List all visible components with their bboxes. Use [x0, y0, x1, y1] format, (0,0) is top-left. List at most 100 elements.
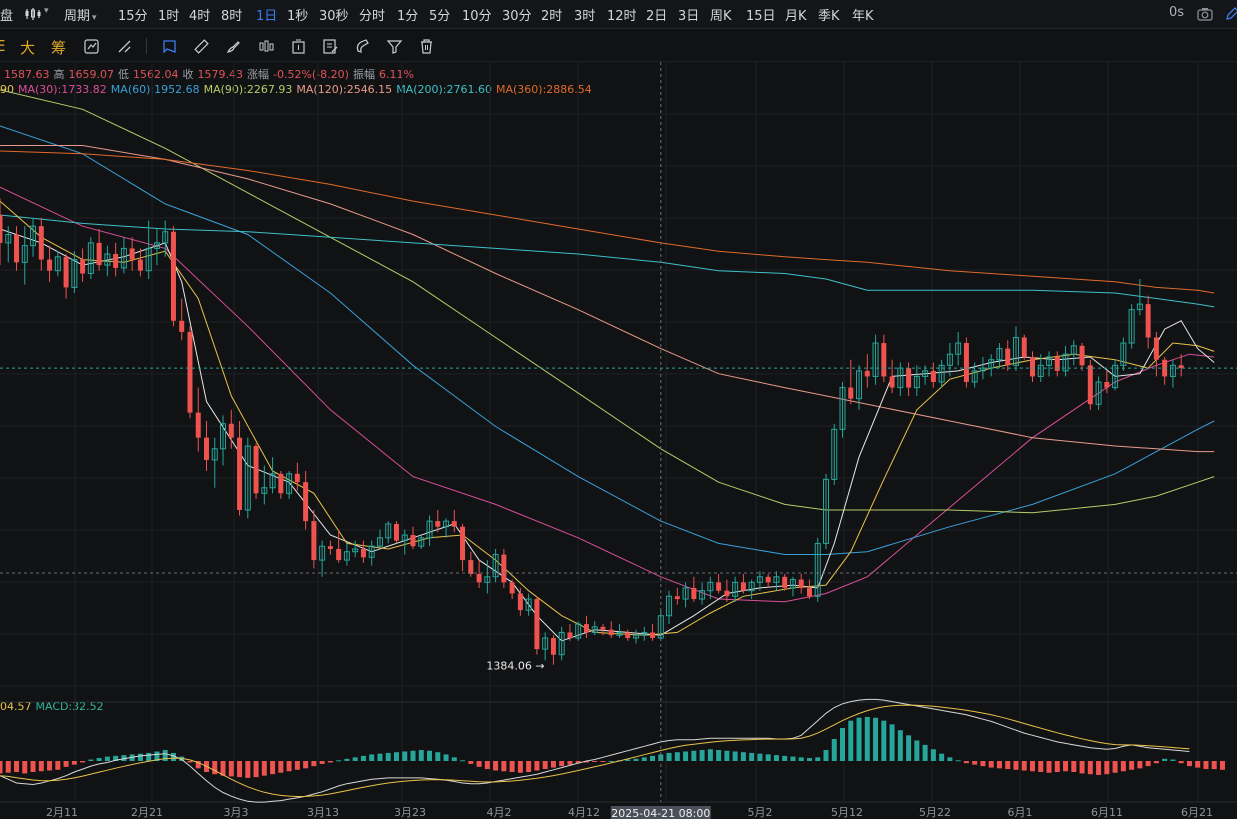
- timeframe-8[interactable]: 1分: [397, 9, 419, 24]
- candle-body: [1169, 364, 1176, 377]
- timeframe-3[interactable]: 8时: [221, 9, 243, 24]
- candle-body: [699, 590, 706, 600]
- timeframe-1[interactable]: 1时: [158, 9, 180, 24]
- timeframe-16[interactable]: 3日: [678, 9, 700, 24]
- candle-body: [517, 593, 523, 611]
- macd-bar-40: [327, 761, 333, 763]
- candle-8: [63, 254, 69, 299]
- timeframe-0[interactable]: 15分: [118, 9, 148, 24]
- macd-bar-110: [906, 735, 912, 761]
- candle-body: [401, 534, 408, 542]
- candle-body: [220, 423, 227, 450]
- chevron-down-icon[interactable]: ▾: [44, 6, 49, 16]
- timeframe-4[interactable]: 1日: [256, 9, 278, 24]
- timeframe-9[interactable]: 5分: [429, 9, 451, 24]
- candle-body: [0, 215, 3, 243]
- candlestick-tool-icon[interactable]: [258, 38, 275, 55]
- candle-body: [87, 242, 94, 274]
- candle-4: [30, 217, 37, 257]
- x-tick-label-0: 2月11: [46, 806, 78, 819]
- timeframe-21[interactable]: 年K: [852, 9, 874, 24]
- macd-bar-109: [897, 730, 903, 761]
- macd-bar-33: [270, 761, 276, 775]
- note-edit-icon[interactable]: [322, 38, 339, 55]
- candle-body: [674, 596, 680, 600]
- macd-legend-item-0: 04.57: [0, 700, 32, 713]
- filter-icon[interactable]: [386, 38, 403, 55]
- text-box-icon[interactable]: [290, 38, 307, 55]
- candle-body: [129, 248, 135, 260]
- timeframe-17[interactable]: 周K: [710, 9, 732, 24]
- candle-96: [789, 576, 796, 597]
- timeframe-6[interactable]: 30秒: [319, 9, 349, 24]
- ma-line-6: [0, 228, 1215, 642]
- trash-icon[interactable]: [418, 38, 435, 55]
- pencil-icon[interactable]: [1224, 6, 1237, 22]
- candle-body: [782, 576, 788, 588]
- candle-6: [47, 245, 53, 282]
- candle-88: [724, 579, 730, 602]
- candle-143: [1178, 354, 1184, 377]
- indicator-settings-icon[interactable]: [83, 38, 100, 55]
- chart-type-icon[interactable]: [24, 6, 42, 22]
- period-dropdown[interactable]: 周期 ▾: [64, 5, 97, 24]
- timeframe-18[interactable]: 15日: [746, 9, 776, 24]
- timeframe-10[interactable]: 10分: [462, 9, 492, 24]
- drawbar-char-e[interactable]: E: [0, 37, 6, 55]
- candle-body: [187, 331, 193, 413]
- timeframe-14[interactable]: 12时: [607, 9, 637, 24]
- market-label[interactable]: 盘: [0, 9, 14, 24]
- magnet-icon[interactable]: [354, 38, 371, 55]
- camera-icon[interactable]: [1196, 6, 1214, 22]
- candle-body: [1087, 365, 1093, 405]
- macd-bar-84: [691, 750, 697, 761]
- timeframe-7[interactable]: 分时: [359, 9, 386, 24]
- candle-70: [575, 621, 582, 641]
- candle-body: [1112, 364, 1119, 389]
- candle-15: [120, 237, 127, 274]
- drawbar-char-big[interactable]: 大: [20, 39, 36, 57]
- macd-bar-102: [840, 728, 846, 761]
- macd-bar-63: [517, 761, 523, 773]
- x-tick-label-4: 3月23: [394, 806, 426, 819]
- candle-22: [179, 298, 185, 341]
- timeframe-15[interactable]: 2日: [646, 9, 668, 24]
- brush-icon[interactable]: [225, 38, 242, 55]
- candle-body: [368, 545, 375, 558]
- macd-bar-47: [385, 752, 391, 761]
- timeframe-2[interactable]: 4时: [189, 9, 211, 24]
- timeframe-11[interactable]: 30分: [502, 9, 532, 24]
- timeframe-12[interactable]: 2时: [541, 9, 563, 24]
- candle-42: [343, 543, 350, 566]
- ruler-icon[interactable]: [193, 38, 210, 55]
- candle-body: [327, 546, 333, 549]
- macd-panel: [0, 698, 1225, 803]
- candle-body: [641, 631, 648, 636]
- macd-bar-140: [1153, 761, 1159, 764]
- candle-body: [47, 259, 53, 271]
- candlestick-chart[interactable]: 1384.06 → 2月11 2月21 3月3 3月13 3月23 4月2 4月12 5月2 5月…: [0, 62, 1237, 819]
- candle-body: [591, 626, 598, 633]
- candle-body: [525, 598, 532, 611]
- timeframe-19[interactable]: 月K: [785, 9, 807, 24]
- cursor-select-icon[interactable]: [161, 38, 178, 55]
- macd-bar-32: [261, 761, 267, 776]
- macd-bar-53: [435, 752, 441, 761]
- candle-133: [1095, 376, 1102, 410]
- chip-distribution-button[interactable]: 筹: [51, 39, 67, 57]
- candle-body: [5, 234, 12, 244]
- candle-27: [220, 415, 227, 466]
- candle-body: [1012, 336, 1019, 366]
- macd-bar-14: [113, 755, 119, 761]
- candle-16: [129, 237, 135, 271]
- candle-11: [87, 237, 94, 280]
- candle-body: [922, 370, 929, 377]
- timeframe-20[interactable]: 季K: [818, 9, 840, 24]
- candle-30: [244, 437, 251, 519]
- timeframe-5[interactable]: 1秒: [287, 9, 309, 24]
- macd-bar-28: [228, 761, 234, 777]
- macd-bar-136: [1120, 761, 1126, 772]
- measure-tool-icon[interactable]: [116, 38, 133, 55]
- timeframe-13[interactable]: 3时: [574, 9, 596, 24]
- candle-64: [525, 593, 532, 616]
